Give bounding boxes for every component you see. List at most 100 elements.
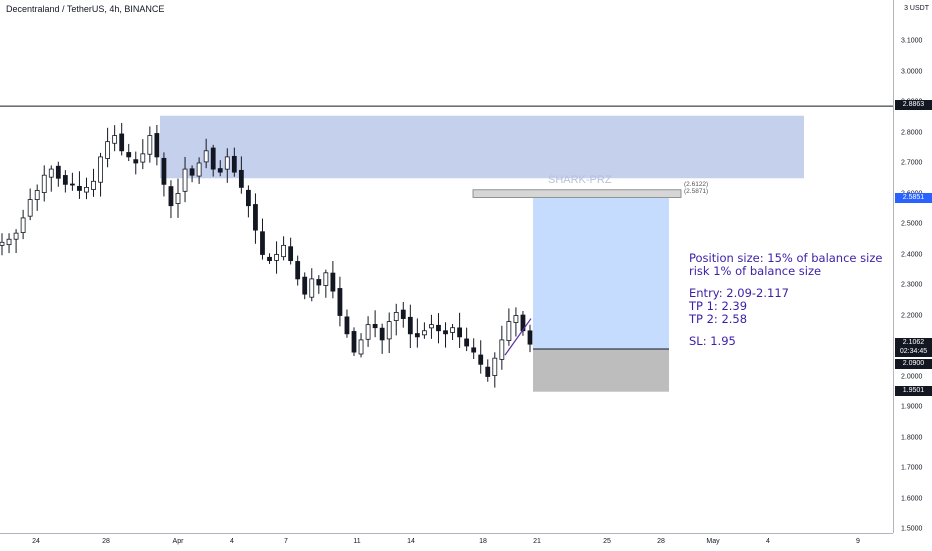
candle-body: [210, 147, 216, 170]
prz-band: [472, 189, 682, 198]
candle-body: [386, 321, 392, 340]
candle-body: [98, 156, 103, 183]
candle-body: [168, 186, 174, 207]
candle-body: [379, 327, 385, 341]
candle-body: [485, 366, 491, 377]
price-tick-label: 1.8000: [901, 434, 923, 441]
axis-unit: 3 USDT: [904, 5, 929, 12]
candle-body: [288, 246, 294, 262]
candle-body: [217, 168, 223, 173]
candle-body: [513, 315, 519, 323]
candle-body: [344, 316, 350, 335]
price-tick-label: 2.0000: [901, 373, 923, 380]
price-tag-stop: 1.9501: [895, 386, 932, 396]
prz-level-low: (2.5871): [684, 188, 709, 195]
time-axis[interactable]: 24 28 Apr 4 7 11 14 18 21 25 28 May 4 9: [0, 533, 893, 551]
note-tp1: TP 1: 2.39: [689, 299, 748, 313]
candle-body: [119, 133, 125, 152]
price-tick-label: 2.4000: [901, 251, 923, 258]
price-tick-label: 2.5000: [901, 220, 923, 228]
candle-body: [196, 162, 202, 177]
candle-body: [84, 186, 89, 193]
price-tag-entry: 2.0900: [895, 359, 932, 369]
candle-body: [154, 133, 160, 158]
candle-body: [478, 354, 484, 365]
candle-body: [105, 141, 110, 159]
price-tick-label: 2.2000: [901, 312, 923, 319]
candle-body: [443, 330, 448, 335]
candle-body: [238, 169, 244, 188]
time-tick-label: May: [706, 538, 720, 545]
time-tick-label: 18: [479, 538, 487, 545]
candle-body: [351, 331, 357, 353]
note-tp2: TP 2: 2.58: [689, 312, 748, 326]
candle-body: [34, 190, 40, 201]
candle-body: [358, 339, 364, 355]
price-tick-label: 2.7000: [901, 159, 923, 167]
candle-body: [436, 324, 441, 332]
candle-body: [295, 261, 301, 280]
candle-body: [274, 254, 279, 261]
time-tick-label: 7: [284, 538, 288, 545]
candle-body: [309, 278, 315, 298]
candle-body: [302, 276, 308, 295]
candle-body: [260, 231, 265, 255]
candle-body: [182, 168, 188, 192]
time-tick-label: 28: [102, 538, 110, 545]
candle-body: [77, 185, 82, 191]
candle-body: [91, 180, 96, 190]
candle-body: [365, 324, 371, 340]
chart-title: Decentraland / TetherUS, 4h, BINANCE: [6, 4, 165, 14]
candle-body: [161, 157, 167, 185]
time-tick-label: 25: [603, 538, 611, 545]
candle-body: [133, 159, 139, 164]
time-tick-label: Apr: [172, 538, 184, 545]
candle-body: [13, 232, 19, 240]
note-entry: Entry: 2.09-2.117: [689, 286, 789, 300]
candle-body: [400, 309, 406, 319]
candle-body: [140, 153, 146, 163]
price-tag-last: 2.1062: [895, 338, 932, 348]
time-tick-label: 14: [407, 538, 415, 545]
candle-body: [457, 327, 463, 338]
candle-body: [316, 279, 322, 286]
price-axis[interactable]: 3 USDT 3.10003.00002.90002.80002.70002.6…: [893, 0, 932, 533]
time-tick-label: 9: [856, 538, 860, 545]
price-tag-countdown: 02:34:45: [895, 347, 932, 357]
candle-body: [48, 168, 54, 178]
candle-body: [414, 333, 420, 338]
candle-body: [203, 150, 209, 163]
candle-body: [0, 241, 5, 246]
candle-body: [323, 272, 329, 286]
plot-area[interactable]: [0, 0, 893, 533]
note-sl: SL: 1.95: [689, 334, 736, 348]
candle-body: [126, 152, 132, 158]
time-tick-label: 28: [657, 538, 665, 545]
time-tick-label: 11: [353, 538, 361, 545]
candle-body: [281, 244, 287, 258]
candle-body: [506, 321, 512, 341]
prz-label: SHARK-PRZ: [548, 174, 612, 186]
profit-area: [533, 198, 669, 350]
candle-body: [527, 330, 533, 345]
candle-body: [231, 155, 237, 173]
note-risk: risk 1% of balance size: [689, 264, 822, 278]
candle-body: [499, 339, 505, 360]
candle-body: [175, 193, 181, 204]
price-tick-label: 3.1000: [901, 37, 923, 45]
candle-body: [407, 316, 413, 335]
candle-body: [70, 183, 75, 186]
candle-body: [393, 312, 399, 321]
candle-body: [41, 174, 47, 193]
candle-body: [27, 199, 33, 217]
price-tag-line: 2.8863: [895, 100, 932, 110]
price-tick-label: 3.0000: [901, 68, 923, 75]
candle-body: [112, 135, 118, 144]
supply-zone: [160, 115, 804, 179]
note-position-size: Position size: 15% of balance size: [689, 251, 883, 265]
price-tick-label: 1.9000: [901, 403, 923, 411]
trade-notes: Position size: 15% of balance size risk …: [689, 252, 882, 348]
candle-body: [337, 288, 343, 316]
candle-body: [450, 327, 455, 333]
